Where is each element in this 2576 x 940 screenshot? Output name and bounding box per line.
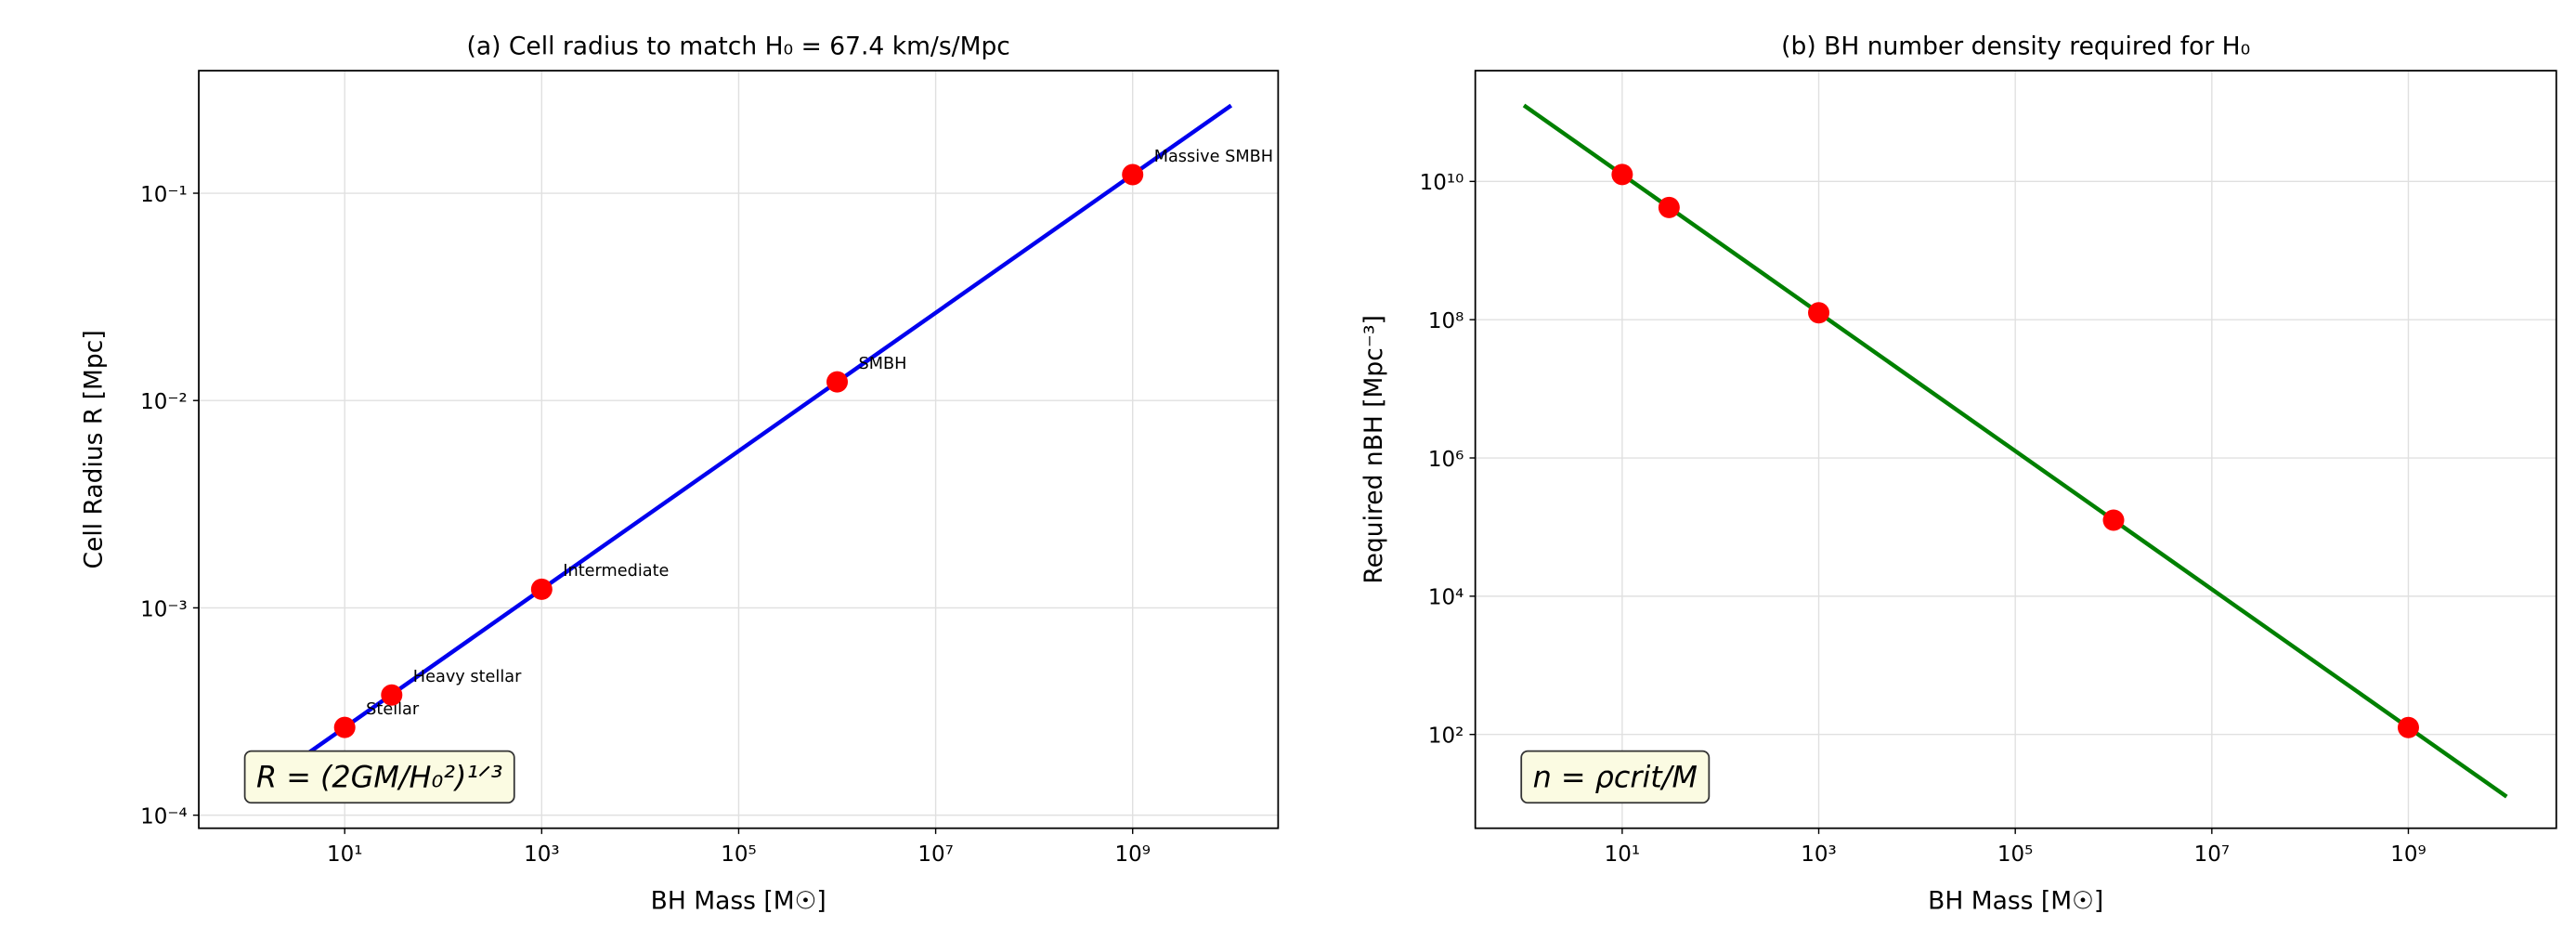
y-tick-label: 10⁴ xyxy=(1428,586,1464,610)
x-tick-label: 10³ xyxy=(1801,842,1836,867)
x-tick-label: 10⁷ xyxy=(2194,842,2230,867)
formula: n = ρcrit/M xyxy=(1533,759,1698,794)
data-point xyxy=(826,371,849,393)
chart-title: (a) Cell radius to match H₀ = 67.4 km/s/… xyxy=(467,32,1010,60)
formula: R = (2GM/H₀²)¹ᐟ³ xyxy=(256,759,502,794)
y-tick-label: 10⁻¹ xyxy=(140,183,188,207)
y-tick-label: 10⁻³ xyxy=(140,597,188,621)
x-tick-label: 10¹ xyxy=(1605,842,1640,867)
data-point xyxy=(1122,163,1144,186)
x-tick-label: 10⁷ xyxy=(917,842,953,867)
x-tick-label: 10⁵ xyxy=(721,842,756,867)
point-label: Stellar xyxy=(366,700,420,719)
plot-frame xyxy=(198,70,1280,829)
data-point xyxy=(2102,509,2125,531)
y-tick-label: 10⁻⁴ xyxy=(140,804,188,829)
x-axis-label: BH Mass [M☉] xyxy=(1928,886,2103,915)
point-label: Massive SMBH xyxy=(1154,148,1273,166)
formula-box: R = (2GM/H₀²)¹ᐟ³ xyxy=(243,750,515,804)
data-point xyxy=(1808,302,1830,324)
data-point xyxy=(381,684,403,706)
y-tick-label: 10² xyxy=(1428,725,1464,749)
data-line xyxy=(244,103,1233,799)
formula-box: n = ρcrit/M xyxy=(1520,750,1711,804)
y-axis-label: Cell Radius R [Mpc] xyxy=(80,330,109,568)
point-label: Heavy stellar xyxy=(413,668,522,686)
formula-background xyxy=(1520,750,1711,804)
point-label: SMBH xyxy=(859,355,907,373)
data-point xyxy=(530,578,553,600)
x-tick-label: 10⁹ xyxy=(1114,842,1150,867)
chart-title: (b) BH number density required for H₀ xyxy=(1781,32,2250,60)
y-axis-label: Required nBH [Mpc⁻³] xyxy=(1360,315,1388,583)
data-point xyxy=(1611,163,1633,186)
data-point xyxy=(2397,716,2419,738)
plot-frame xyxy=(1474,70,2557,829)
x-tick-label: 10⁹ xyxy=(2390,842,2426,867)
y-tick-label: 10¹⁰ xyxy=(1420,171,1464,195)
x-tick-label: 10¹ xyxy=(327,842,362,867)
x-tick-label: 10³ xyxy=(524,842,559,867)
y-tick-label: 10⁸ xyxy=(1428,309,1464,333)
y-tick-label: 10⁻² xyxy=(140,390,188,414)
x-axis-label: BH Mass [M☉] xyxy=(651,886,826,915)
formula-background xyxy=(243,750,515,804)
y-tick-label: 10⁶ xyxy=(1428,448,1464,472)
x-tick-label: 10⁵ xyxy=(1997,842,2033,867)
data-point xyxy=(333,716,356,738)
data-point xyxy=(1658,196,1680,218)
point-label: Intermediate xyxy=(563,562,669,581)
data-line xyxy=(1522,103,2508,799)
